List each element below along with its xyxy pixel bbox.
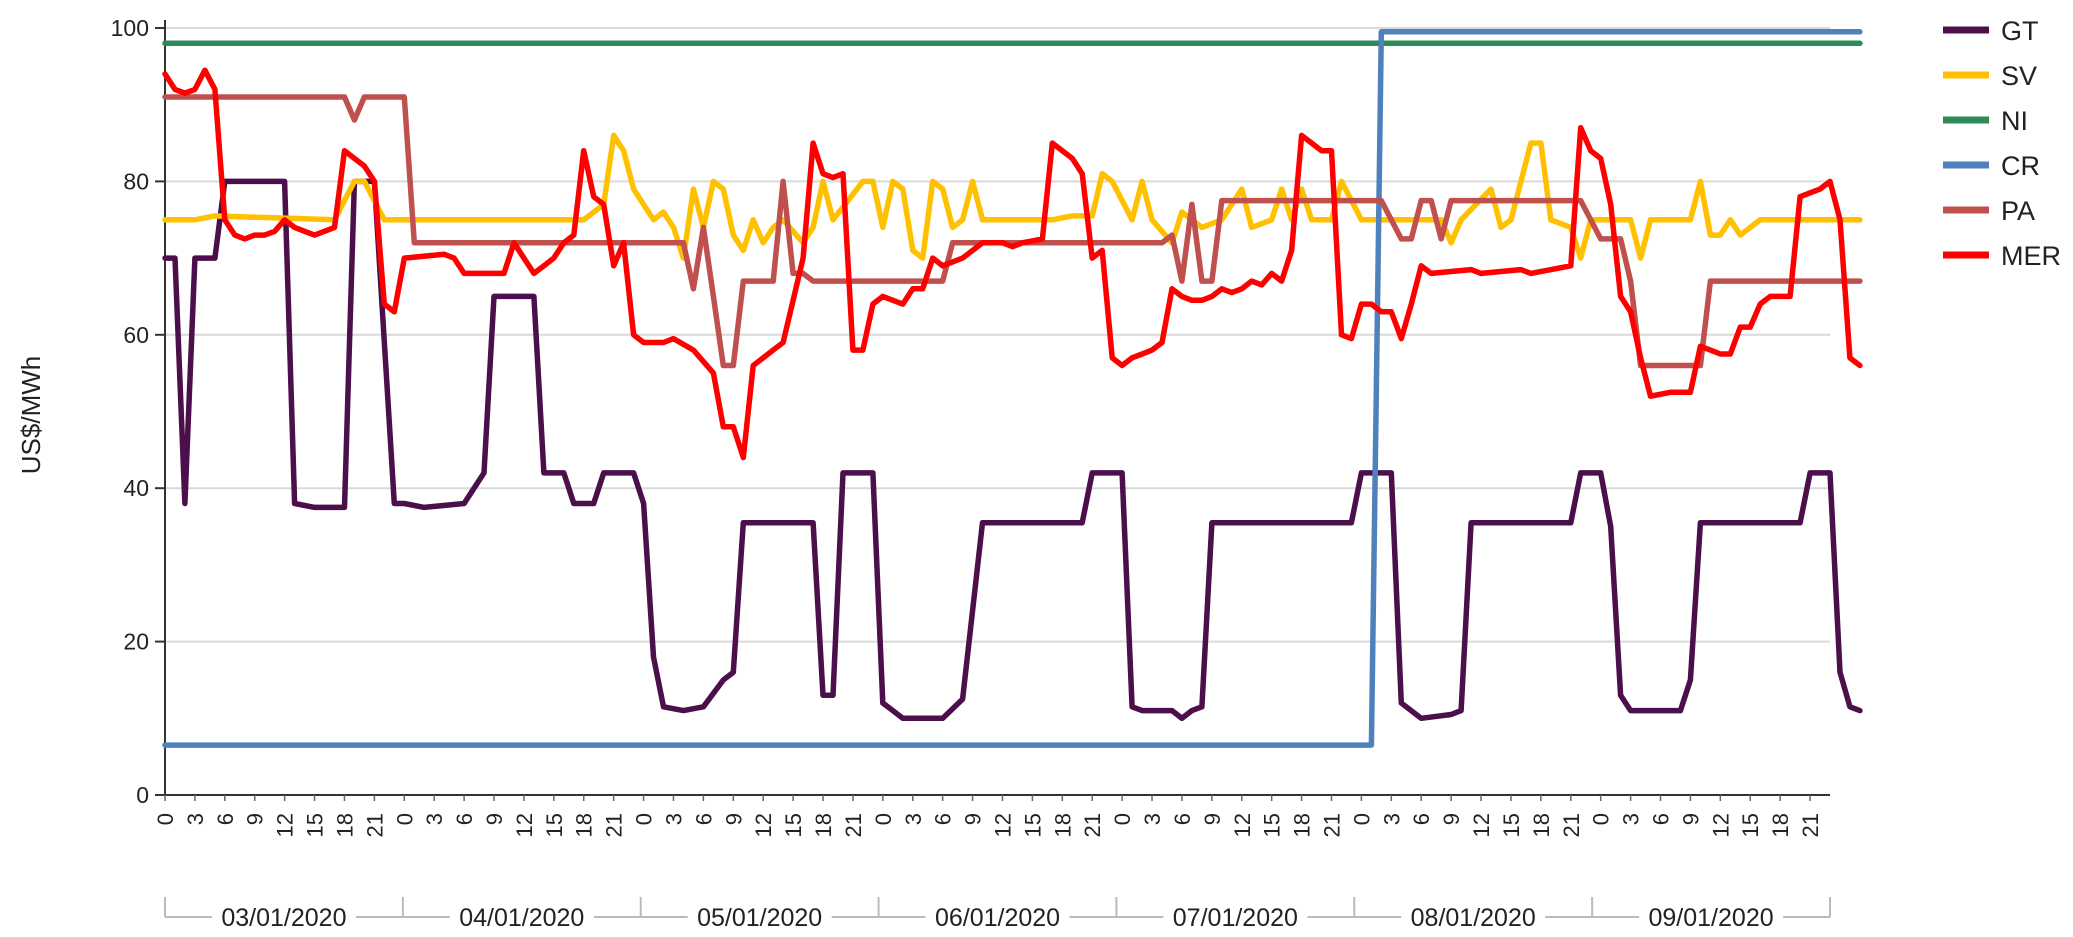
x-tick-label: 9 xyxy=(721,813,746,825)
x-tick-label: 6 xyxy=(931,813,956,825)
x-tick-label: 3 xyxy=(183,813,208,825)
x-tick-label: 21 xyxy=(1319,813,1344,837)
x-tick-label: 9 xyxy=(961,813,986,825)
x-tick-label: 9 xyxy=(1439,813,1464,825)
legend: GT SV NI CR PA MER xyxy=(1943,16,2061,271)
x-axis-hour-ticks: 0 3 6 9 12 15 18 21 0 3 6 9 12 15 18 21 0 3 6 9 12 15 18 21 0 3 6 9… xyxy=(153,795,1823,837)
x-tick-label: 6 xyxy=(1409,813,1434,825)
x-tick-label: 3 xyxy=(661,813,686,825)
x-tick-label: 6 xyxy=(691,813,716,825)
x-tick-label: 9 xyxy=(1678,813,1703,825)
series-line-mer xyxy=(162,67,1863,461)
legend-label: NI xyxy=(2001,106,2028,136)
x-tick-label: 12 xyxy=(990,813,1015,837)
x-tick-label: 6 xyxy=(1170,813,1195,825)
series-line-cr xyxy=(162,29,1863,748)
x-tick-label: 15 xyxy=(1738,813,1763,837)
date-label: 08/01/2020 xyxy=(1411,904,1536,932)
x-tick-label: 0 xyxy=(392,813,417,825)
x-tick-label: 12 xyxy=(1708,813,1733,837)
x-tick-label: 15 xyxy=(1020,813,1045,837)
x-tick-label: 18 xyxy=(572,813,597,837)
x-tick-label: 0 xyxy=(871,813,896,825)
x-tick-label: 21 xyxy=(602,813,627,837)
y-tick-label: 100 xyxy=(111,15,149,41)
x-tick-label: 12 xyxy=(1469,813,1494,837)
gridlines xyxy=(165,27,1830,643)
date-label: 07/01/2020 xyxy=(1173,904,1298,932)
x-tick-label: 21 xyxy=(1798,813,1823,837)
x-tick-label: 6 xyxy=(1649,813,1674,825)
x-tick-label: 0 xyxy=(1589,813,1614,825)
axes xyxy=(164,20,1830,796)
y-tick-label: 0 xyxy=(136,782,149,808)
x-tick-label: 18 xyxy=(332,813,357,837)
x-tick-label: 21 xyxy=(1080,813,1105,837)
legend-label: CR xyxy=(2001,151,2040,181)
x-tick-label: 15 xyxy=(1260,813,1285,837)
x-tick-label: 3 xyxy=(1619,813,1644,825)
x-tick-label: 9 xyxy=(482,813,507,825)
series-line-pa xyxy=(162,94,1863,369)
x-tick-label: 18 xyxy=(1050,813,1075,837)
legend-label: SV xyxy=(2001,61,2037,91)
y-tick-label: 40 xyxy=(123,475,149,501)
x-tick-label: 6 xyxy=(213,813,238,825)
x-tick-label: 15 xyxy=(303,813,328,837)
x-tick-label: 21 xyxy=(841,813,866,837)
x-tick-label: 18 xyxy=(811,813,836,837)
y-tick-label: 60 xyxy=(123,322,149,348)
x-tick-label: 0 xyxy=(1349,813,1374,825)
date-label: 05/01/2020 xyxy=(697,904,822,932)
date-label: 06/01/2020 xyxy=(935,904,1060,932)
legend-label: PA xyxy=(2001,196,2035,226)
x-tick-label: 18 xyxy=(1529,813,1554,837)
series-lines xyxy=(162,29,1863,748)
x-axis-date-groups: 03/01/2020 04/01/2020 05/01/2020 06/01/2020… xyxy=(164,897,1831,932)
date-label: 09/01/2020 xyxy=(1649,904,1774,932)
x-tick-label: 15 xyxy=(542,813,567,837)
x-tick-label: 0 xyxy=(632,813,657,825)
y-tick-label: 20 xyxy=(123,629,149,655)
x-tick-label: 21 xyxy=(1559,813,1584,837)
date-label: 04/01/2020 xyxy=(459,904,584,932)
legend-label: GT xyxy=(2001,16,2039,46)
x-tick-label: 0 xyxy=(153,813,178,825)
x-tick-label: 6 xyxy=(452,813,477,825)
x-tick-label: 12 xyxy=(1230,813,1255,837)
y-axis-label: US$/MWh xyxy=(16,356,46,474)
x-tick-label: 15 xyxy=(781,813,806,837)
x-tick-label: 3 xyxy=(422,813,447,825)
x-tick-label: 0 xyxy=(1110,813,1135,825)
y-tick-label: 80 xyxy=(123,168,149,194)
x-tick-label: 3 xyxy=(901,813,926,825)
x-tick-label: 9 xyxy=(1200,813,1225,825)
x-tick-label: 12 xyxy=(273,813,298,837)
date-label: 03/01/2020 xyxy=(221,904,346,932)
x-tick-label: 12 xyxy=(751,813,776,837)
series-line-gt xyxy=(162,178,1863,722)
legend-label: MER xyxy=(2001,241,2061,271)
x-tick-label: 9 xyxy=(243,813,268,825)
x-tick-label: 18 xyxy=(1290,813,1315,837)
y-axis-ticks: 0 20 40 60 80 100 xyxy=(111,15,165,808)
x-tick-label: 18 xyxy=(1768,813,1793,837)
x-tick-label: 12 xyxy=(512,813,537,837)
x-tick-label: 21 xyxy=(362,813,387,837)
x-tick-label: 3 xyxy=(1140,813,1165,825)
x-tick-label: 15 xyxy=(1499,813,1524,837)
x-tick-label: 3 xyxy=(1379,813,1404,825)
